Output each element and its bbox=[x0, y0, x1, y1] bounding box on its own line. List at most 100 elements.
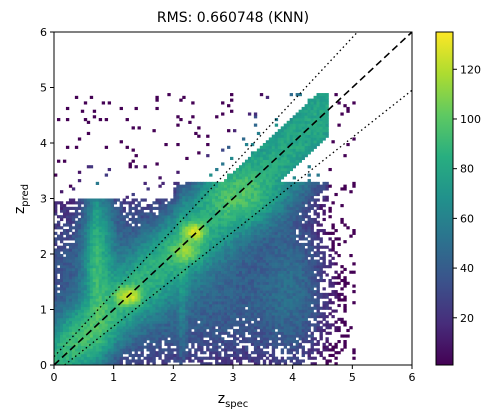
density-bin bbox=[80, 351, 85, 355]
density-bin bbox=[104, 353, 109, 358]
density-bin bbox=[244, 312, 249, 316]
density-bin bbox=[71, 231, 76, 235]
density-bin bbox=[104, 284, 109, 288]
density-bin bbox=[274, 312, 279, 316]
density-bin bbox=[77, 331, 82, 335]
density-bin bbox=[113, 345, 117, 349]
density-bin bbox=[86, 254, 91, 258]
density-bin bbox=[59, 276, 64, 280]
density-bin bbox=[74, 237, 79, 241]
density-bin bbox=[140, 315, 144, 319]
density-bin bbox=[134, 217, 138, 222]
density-bin bbox=[119, 298, 123, 302]
density-bin bbox=[206, 303, 210, 308]
density-bin bbox=[54, 345, 58, 349]
density-bin bbox=[161, 270, 165, 274]
density-bin bbox=[95, 204, 100, 208]
density-bin bbox=[203, 240, 207, 244]
density-bin bbox=[268, 353, 273, 358]
density-bin bbox=[77, 326, 82, 330]
density-bin bbox=[203, 334, 207, 338]
density-bin bbox=[238, 270, 243, 274]
density-bin bbox=[277, 337, 282, 341]
density-bin bbox=[71, 301, 76, 305]
density-bin bbox=[161, 295, 165, 299]
density-bin bbox=[179, 223, 183, 227]
density-bin bbox=[143, 206, 147, 210]
density-bin bbox=[179, 284, 183, 288]
density-bin bbox=[188, 303, 192, 308]
density-bin bbox=[247, 190, 252, 194]
density-bin bbox=[241, 348, 246, 352]
density-bin bbox=[134, 284, 138, 288]
density-bin bbox=[271, 190, 276, 194]
density-bin bbox=[197, 254, 201, 258]
density-bin bbox=[259, 156, 264, 161]
density-bin bbox=[113, 212, 117, 216]
density-bin bbox=[140, 209, 144, 213]
density-bin bbox=[277, 223, 282, 227]
density-bin bbox=[176, 123, 180, 127]
density-bin bbox=[271, 351, 276, 355]
density-bin bbox=[59, 278, 64, 283]
density-bin bbox=[244, 215, 249, 219]
density-bin bbox=[74, 312, 79, 316]
density-bin bbox=[140, 234, 144, 238]
density-bin bbox=[256, 154, 261, 158]
density-bin bbox=[137, 312, 141, 316]
density-bin bbox=[235, 337, 240, 341]
density-bin bbox=[244, 229, 249, 233]
density-bin bbox=[77, 204, 82, 208]
density-bin bbox=[253, 309, 258, 313]
density-bin bbox=[262, 154, 267, 158]
density-bin bbox=[113, 278, 117, 283]
density-bin bbox=[283, 287, 288, 291]
density-bin bbox=[59, 204, 64, 208]
density-bin bbox=[235, 323, 240, 327]
density-bin bbox=[116, 328, 120, 333]
density-bin bbox=[86, 345, 91, 349]
density-bin bbox=[238, 309, 243, 313]
density-bin bbox=[262, 204, 267, 208]
density-bin bbox=[194, 278, 198, 283]
density-bin bbox=[173, 217, 177, 222]
density-bin bbox=[134, 242, 138, 247]
density-bin bbox=[265, 170, 270, 174]
density-bin bbox=[215, 342, 219, 346]
density-bin bbox=[107, 198, 112, 202]
density-bin bbox=[188, 256, 192, 260]
density-bin bbox=[125, 259, 129, 263]
density-bin bbox=[209, 284, 213, 288]
density-bin bbox=[283, 320, 288, 324]
density-bin bbox=[77, 226, 82, 230]
density-bin bbox=[194, 242, 198, 247]
density-bin bbox=[98, 245, 103, 249]
density-bin bbox=[247, 254, 252, 258]
density-bin bbox=[101, 337, 106, 341]
density-bin bbox=[164, 245, 168, 249]
density-bin bbox=[262, 195, 267, 199]
density-bin bbox=[271, 223, 276, 227]
density-bin bbox=[227, 345, 231, 349]
density-bin bbox=[179, 331, 183, 335]
density-bin bbox=[107, 323, 112, 327]
density-bin bbox=[92, 201, 97, 205]
density-bin bbox=[137, 281, 141, 285]
density-bin bbox=[56, 315, 61, 319]
density-bin bbox=[259, 276, 264, 280]
density-bin bbox=[176, 298, 180, 302]
density-bin bbox=[233, 315, 237, 319]
density-bin bbox=[83, 201, 88, 205]
density-bin bbox=[209, 348, 213, 352]
density-bin bbox=[179, 312, 183, 316]
density-bin bbox=[179, 276, 183, 280]
density-bin bbox=[253, 167, 258, 172]
density-bin bbox=[101, 256, 106, 260]
density-bin bbox=[262, 290, 267, 294]
density-bin bbox=[62, 290, 67, 294]
density-bin bbox=[173, 303, 177, 308]
density-bin bbox=[227, 278, 231, 283]
density-bin bbox=[146, 326, 150, 330]
density-bin bbox=[56, 223, 61, 227]
density-bin bbox=[101, 265, 106, 269]
